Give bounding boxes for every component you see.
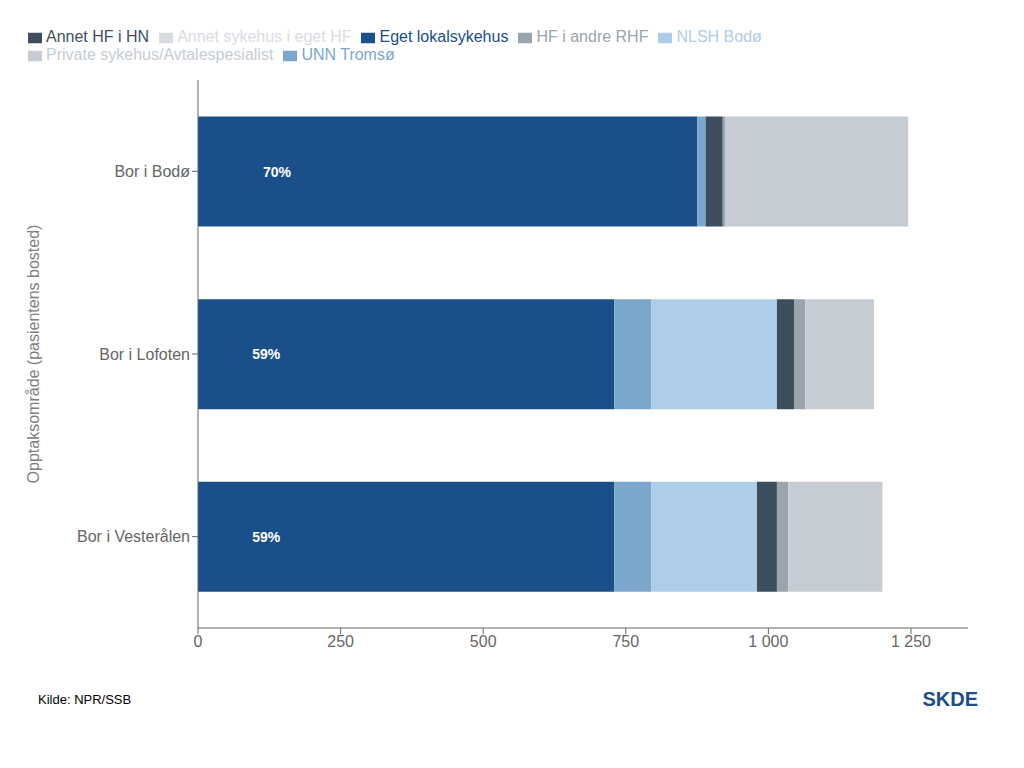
svg-text:500: 500 bbox=[470, 633, 497, 650]
svg-text:Bor i Bodø: Bor i Bodø bbox=[114, 163, 190, 180]
html-text:Annet HF i HN: Annet HF i HN bbox=[46, 28, 150, 45]
svg-text:59%: 59% bbox=[252, 346, 281, 362]
svg-text:1 000: 1 000 bbox=[748, 633, 788, 650]
svg-text:250: 250 bbox=[327, 633, 354, 650]
html-text:Annet sykehus i eget HF: Annet sykehus i eget HF bbox=[177, 28, 352, 45]
html-text:Kilde: NPR/SSB: Kilde: NPR/SSB bbox=[38, 692, 132, 707]
svg-text:70%: 70% bbox=[263, 164, 292, 180]
svg-text:0: 0 bbox=[194, 633, 203, 650]
svg-text:59%: 59% bbox=[252, 529, 281, 545]
html-text:Eget lokalsykehus: Eget lokalsykehus bbox=[379, 28, 509, 45]
html-text:SKDE: SKDE bbox=[922, 688, 978, 710]
svg-text:Opptaksområde (pasientens bost: Opptaksområde (pasientens bosted) bbox=[25, 225, 42, 484]
svg-text:Bor i Lofoten: Bor i Lofoten bbox=[99, 346, 190, 363]
svg-text:750: 750 bbox=[612, 633, 639, 650]
html-text:HF i andre RHF: HF i andre RHF bbox=[536, 28, 649, 45]
svg-text:1 250: 1 250 bbox=[891, 633, 931, 650]
html-text:Private sykehus/Avtalespesiali: Private sykehus/Avtalespesialist bbox=[46, 46, 274, 63]
html-text:NLSH Bodø: NLSH Bodø bbox=[676, 28, 762, 45]
html-text:UNN Tromsø: UNN Tromsø bbox=[301, 46, 395, 63]
svg-text:Bor i Vesterålen: Bor i Vesterålen bbox=[77, 528, 190, 545]
